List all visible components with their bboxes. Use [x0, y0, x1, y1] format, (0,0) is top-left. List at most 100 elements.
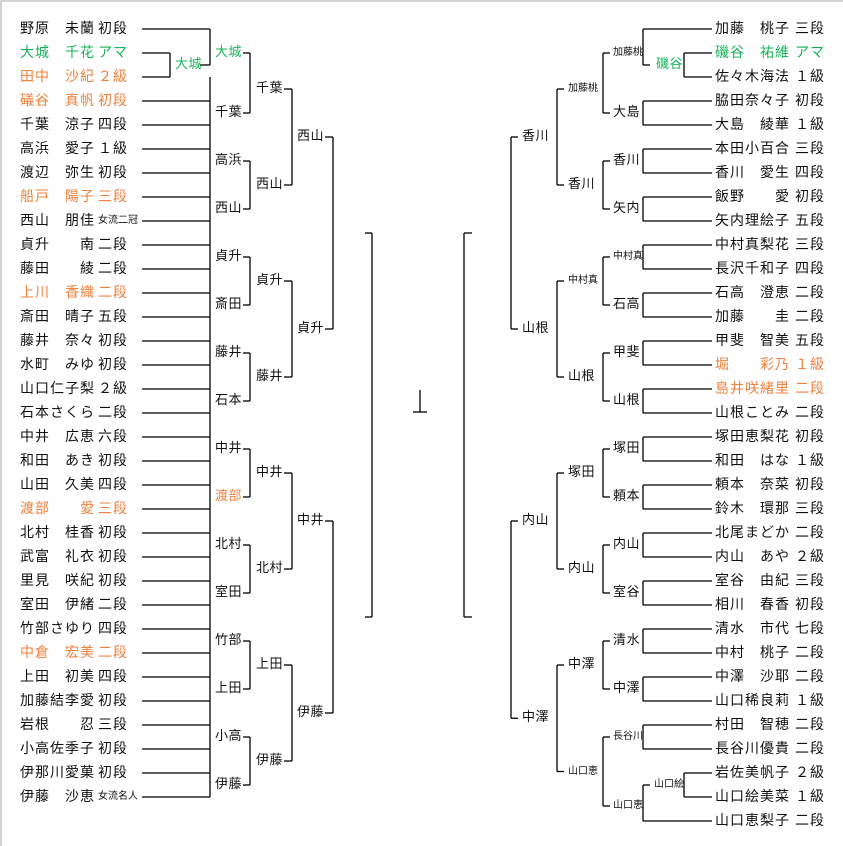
winner-label: 中澤: [568, 657, 596, 672]
player-rank: １級: [795, 453, 825, 469]
winner-label: 北村: [215, 537, 243, 552]
player-name: 和田 あき: [20, 453, 95, 469]
player-name: 船戸 陽子: [20, 189, 95, 205]
winner-label: 西山: [297, 129, 325, 144]
player-name: 岩佐美帆子: [715, 765, 790, 781]
player-name: 藤田 綾: [20, 261, 95, 277]
player-name: 長沢千和子: [715, 261, 790, 277]
winner-label: 香川: [568, 177, 596, 192]
player-rank: 初段: [795, 597, 825, 613]
player-rank: アマ: [795, 45, 825, 61]
player-rank: １級: [795, 789, 825, 805]
player-rank: 五段: [795, 333, 825, 349]
player-name: 飯野 愛: [715, 189, 790, 205]
winner-label: 中村真: [568, 275, 598, 286]
player-rank: 二段: [795, 717, 825, 733]
player-rank: 四段: [98, 669, 128, 685]
player-name: 堀 彩乃: [715, 357, 790, 373]
player-rank: 初段: [98, 21, 128, 37]
winner-label: 甲斐: [613, 345, 641, 360]
player-rank: 五段: [795, 213, 825, 229]
player-rank: ２級: [98, 69, 128, 85]
player-name: 水町 みゆ: [20, 357, 95, 373]
player-rank: 二段: [795, 741, 825, 757]
player-name: 中村真梨花: [715, 237, 790, 253]
winner-label: 中井: [256, 465, 284, 480]
player-name: 山根ことみ: [715, 405, 790, 421]
winner-label: 塚田: [568, 465, 596, 480]
player-rank: 女流二冠: [98, 215, 138, 226]
player-name: 上田 初美: [20, 669, 95, 685]
player-rank: 初段: [795, 93, 825, 109]
winner-label: 中澤: [613, 681, 641, 696]
winner-label: 頼本: [613, 489, 641, 504]
player-rank: 初段: [98, 573, 128, 589]
player-name: 中村 桃子: [715, 645, 790, 661]
player-name: 小高佐季子: [20, 741, 95, 757]
winner-label: 山口絵: [654, 779, 684, 790]
winner-label: 大城: [175, 57, 203, 72]
winner-label: 藤井: [215, 345, 243, 360]
player-name: 伊那川愛菓: [20, 765, 95, 781]
winner-label: 大島: [613, 105, 641, 120]
player-name: 斎田 晴子: [20, 309, 95, 325]
player-rank: 二段: [795, 525, 825, 541]
player-rank: 三段: [98, 501, 128, 517]
winner-label: 山根: [613, 393, 641, 408]
player-rank: 初段: [98, 693, 128, 709]
winner-label: 山根: [522, 321, 550, 336]
player-name: 里見 咲紀: [20, 573, 95, 589]
winner-label: 藤井: [256, 369, 284, 384]
winner-label: 中澤: [522, 710, 550, 726]
player-rank: 初段: [98, 165, 128, 181]
player-name: 加藤 圭: [715, 309, 790, 325]
winner-label: 磯谷: [656, 57, 684, 72]
player-rank: 四段: [98, 477, 128, 493]
player-rank: 二段: [98, 261, 128, 277]
player-name: 伊藤 沙恵: [20, 789, 95, 805]
player-rank: 三段: [795, 573, 825, 589]
winner-label: 香川: [522, 129, 550, 144]
winner-label: 内山: [613, 537, 641, 552]
winner-label: 上田: [215, 681, 243, 696]
winner-label: 内山: [522, 513, 550, 528]
player-name: 北尾まどか: [715, 525, 790, 541]
player-name: 大島 綾華: [715, 117, 790, 133]
player-name: 石本さくら: [20, 405, 95, 421]
player-name: 本田小百合: [715, 141, 790, 157]
player-name: 田中 沙紀: [20, 69, 95, 85]
winner-label: 加藤桃: [613, 47, 643, 58]
player-rank: 五段: [98, 309, 128, 325]
player-rank: 初段: [98, 93, 128, 109]
player-name: 高浜 愛子: [20, 141, 95, 157]
player-name: 磯谷 祐維: [715, 45, 790, 61]
player-rank: 三段: [98, 717, 128, 733]
winner-label: 室谷: [613, 585, 641, 600]
player-rank: 初段: [795, 429, 825, 445]
player-rank: アマ: [98, 45, 128, 61]
player-rank: 二段: [795, 669, 825, 685]
player-rank: 三段: [795, 21, 825, 37]
player-rank: １級: [98, 141, 128, 157]
player-rank: 七段: [795, 621, 825, 637]
player-name: 加藤 桃子: [715, 21, 790, 37]
player-name: 村田 智穂: [715, 717, 790, 733]
player-rank: 初段: [98, 525, 128, 541]
player-rank: 二段: [795, 405, 825, 421]
winner-label: 北村: [256, 561, 284, 576]
winner-label: 中井: [215, 441, 243, 456]
player-name: 礒谷 真帆: [20, 93, 95, 109]
winner-label: 斎田: [215, 297, 243, 312]
winner-label: 千葉: [256, 81, 284, 96]
winner-label: 大城: [215, 45, 243, 60]
winner-label: 加藤桃: [568, 83, 598, 94]
player-name: 渡辺 弥生: [20, 165, 95, 181]
winner-label: 竹部: [215, 633, 243, 648]
player-rank: ２級: [795, 765, 825, 781]
winner-label: 西山: [215, 201, 243, 216]
player-name: 山口恵梨子: [715, 813, 790, 829]
player-name: 大城 千花: [20, 45, 95, 61]
player-rank: 二段: [98, 597, 128, 613]
player-name: 佐々木海法: [715, 69, 790, 85]
winner-label: 矢内: [613, 201, 641, 216]
